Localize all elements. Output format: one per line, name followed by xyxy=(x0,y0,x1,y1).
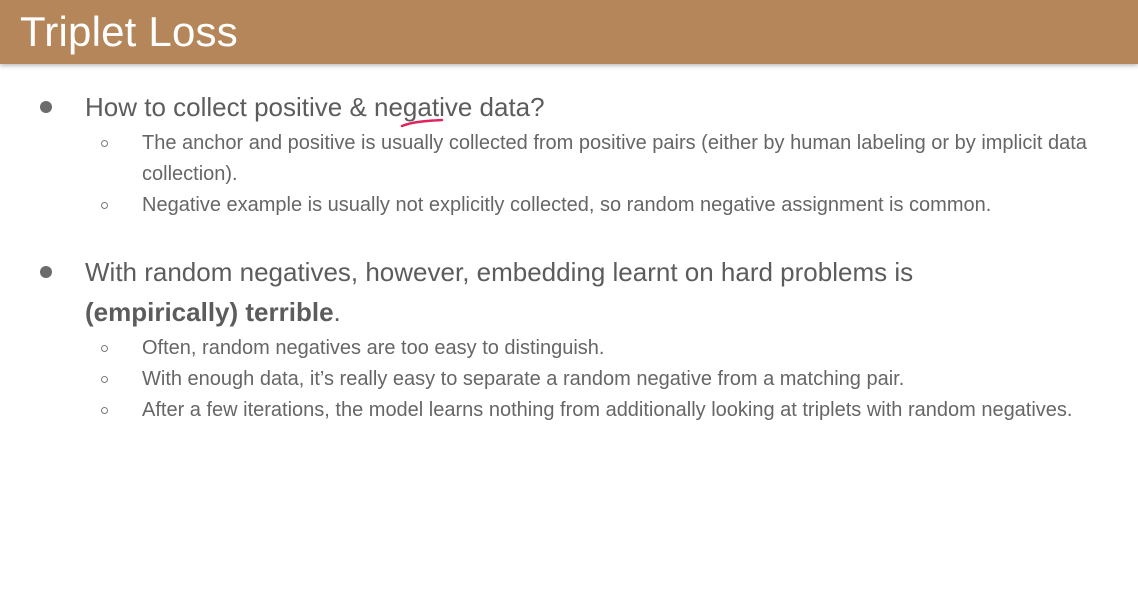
slide-title: Triplet Loss xyxy=(20,8,238,55)
heading-bold-text: (empirically) terrible xyxy=(85,297,334,327)
bullet-dot-icon xyxy=(40,266,52,278)
sub-bullet-anchor-positive: The anchor and positive is usually colle… xyxy=(142,132,1087,185)
heading-end-text: . xyxy=(333,297,341,327)
sub-bullet-enough-data: With enough data, it’s really easy to se… xyxy=(142,368,905,390)
heading-text: With random negatives, however, embeddin… xyxy=(85,257,914,287)
sub-bullet-circle-icon xyxy=(101,202,108,209)
sub-bullet-negative-example: Negative example is usually not explicit… xyxy=(142,194,992,216)
sub-bullet-circle-icon xyxy=(101,140,108,147)
sub-bullet-circle-icon xyxy=(101,376,108,383)
sub-bullet-circle-icon xyxy=(101,345,108,352)
sub-bullet-circle-icon xyxy=(101,407,108,414)
bullet-heading-random-negatives: With random negatives, however, embeddin… xyxy=(85,252,1085,332)
sub-bullet-too-easy: Often, random negatives are too easy to … xyxy=(142,337,605,359)
title-bar: Triplet Loss xyxy=(0,0,1138,64)
bullet-dot-icon xyxy=(40,101,52,113)
sub-bullet-few-iterations: After a few iterations, the model learns… xyxy=(142,399,1073,421)
pen-annotation-mark xyxy=(400,118,444,128)
bullet-heading-collect-data: How to collect positive & negative data? xyxy=(85,92,545,122)
